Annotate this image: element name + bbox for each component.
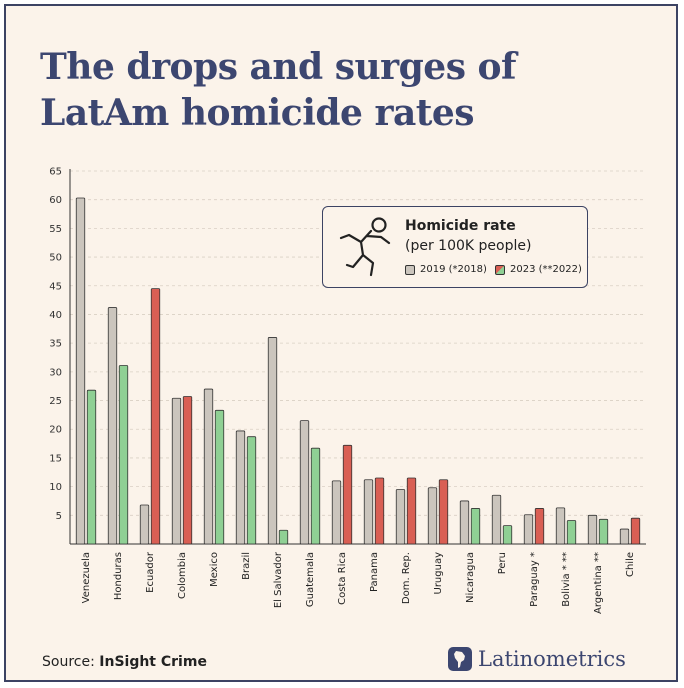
latin-america-map-icon [448,647,472,671]
legend-subtitle: (per 100K people) [405,238,532,254]
brand-name: Latinometrics [478,647,626,671]
x-tick-label: Argentina ** [593,552,604,614]
y-tick-label: 30 [49,367,62,378]
bar-2023-17 [630,517,641,545]
x-tick-label: Nicaragua [465,552,476,603]
brand: Latinometrics [448,644,626,674]
y-tick-label: 65 [49,167,62,178]
bar-2023-14 [534,508,545,545]
x-tick-label: Mexico [209,552,220,587]
y-tick-label: 15 [49,453,62,464]
bar-2023-12 [470,508,481,545]
legend-swatch-2019 [405,264,415,275]
source-prefix: Source: [42,654,100,670]
bar-2023-0 [86,389,97,545]
legend-item-2023: 2023 (**2022) [495,264,582,275]
bar-2023-10 [406,477,417,545]
bar-2023-15 [566,520,577,545]
legend-item-2019: 2019 (*2018) [405,264,487,275]
x-tick-label: Ecuador [145,551,156,593]
y-tick-label: 20 [49,425,62,436]
bar-2023-8 [342,444,353,545]
bar-2019-13 [491,494,502,545]
x-tick-label: Venezuela [81,552,92,603]
bar-2019-2 [139,504,150,545]
y-tick-label: 45 [49,281,62,292]
bar-2023-3 [182,396,193,545]
x-tick-label: Dom. Rep. [401,552,412,604]
x-tick-label: Paraguay * [529,552,540,607]
legend-swatch-2023 [495,264,505,275]
bar-2023-9 [374,477,385,545]
y-tick-label: 5 [56,511,62,522]
y-tick-label: 50 [49,253,62,264]
legend-title: Homicide rate [405,218,516,234]
bar-2019-17 [619,528,630,545]
bar-2019-11 [427,487,438,545]
bar-2019-12 [459,500,470,545]
bar-2023-7 [310,447,321,545]
chart-title-line-2: LatAm homicide rates [40,92,475,134]
y-tick-label: 40 [49,310,62,321]
bar-2019-15 [555,507,566,545]
bar-2019-0 [75,197,86,545]
x-tick-label: Colombia [177,552,188,599]
bar-2023-16 [598,518,609,545]
x-tick-label: Bolivia * ** [561,552,572,607]
x-tick-label: Chile [625,552,636,577]
crime-scene-outline-icon [339,217,391,277]
source-note: Source: InSight Crime [42,654,207,670]
bar-2023-2 [150,288,161,545]
y-tick-label: 60 [49,195,62,206]
bar-2023-13 [502,525,513,545]
bar-chart: 5 10 15 20 25 30 35 40 45 50 55 60 65 Venezuela Hondur… [49,167,646,614]
bar-2019-3 [171,397,182,545]
bar-2019-8 [331,480,342,545]
x-tick-label: Costa Rica [337,552,348,605]
bar-2019-7 [299,420,310,545]
x-tick-label: Peru [497,552,508,574]
source-name: InSight Crime [99,654,207,670]
chart-title: The drops and surges of LatAm homicide r… [40,44,660,136]
chart-card: The drops and surges of LatAm homicide r… [4,4,678,682]
bar-2019-6 [267,337,278,545]
y-tick-label: 35 [49,339,62,350]
bar-2019-16 [587,514,598,545]
bar-2023-1 [118,365,129,545]
y-tick-label: 25 [49,396,62,407]
x-tick-label: Honduras [113,552,124,600]
bar-2019-14 [523,514,534,545]
bar-2023-5 [246,436,257,545]
y-tick-label: 55 [49,224,62,235]
bar-2023-11 [438,479,449,545]
bar-2019-5 [235,430,246,545]
bar-2023-4 [214,409,225,545]
bar-2019-4 [203,388,214,545]
y-tick-label: 10 [49,482,62,493]
x-tick-label: Uruguay [433,552,444,595]
legend-label-2023: 2023 (**2022) [510,264,582,275]
legend: Homicide rate (per 100K people) 2019 (*2… [322,206,588,288]
bar-2019-9 [363,479,374,545]
bar-2019-10 [395,489,406,545]
x-tick-label: Panama [369,552,380,592]
x-tick-label: El Salvador [273,551,284,608]
x-tick-label: Brazil [241,552,252,580]
bar-2023-6 [278,529,289,545]
legend-label-2019: 2019 (*2018) [420,264,487,275]
bar-2019-1 [107,307,118,545]
x-tick-label: Guatemala [305,552,316,607]
chart-title-line-1: The drops and surges of [40,46,517,88]
